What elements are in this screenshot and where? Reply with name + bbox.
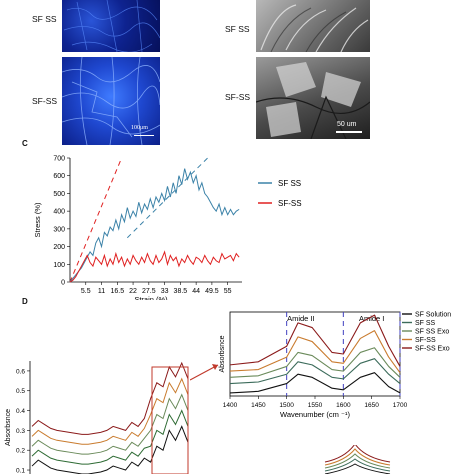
x-axis-label: Strain (%) [134,295,168,300]
y-tick-label: 0 [61,280,65,287]
guide-line-1 [126,157,208,239]
y-tick-label: 100 [53,262,65,269]
sem-image-top [256,0,370,52]
series-line-sf-dash-ss [69,250,240,283]
x-tick-label: 1400 [223,402,238,409]
fragment-line-3 [324,448,391,466]
sem-texture-bottom [256,62,370,139]
x-tick-label: 5.5 [81,288,91,295]
y-tick-label: 500 [53,191,65,198]
x-tick-label: 33 [161,288,169,295]
x-tick-label: 22 [129,288,137,295]
x-tick-label: 38.5 [174,288,188,295]
x-tick-label: 1550 [308,402,323,409]
y-tick-label: 700 [53,156,65,163]
x-axis-label: Wavenumber (cm ⁻¹) [280,410,350,419]
arrow-shaft [190,364,219,381]
fragment-line-4 [324,445,391,463]
fluor-scale-text: 100μm [131,125,148,131]
legend-label: SF SS [415,320,436,327]
x-tick-label: 55 [224,288,232,295]
panel-c-letter: C [22,139,28,148]
x-tick-label: 27.5 [142,288,156,295]
y-axis-label: Stress (%) [33,202,42,238]
panel-a-top-label: SF SS [32,14,57,24]
y-tick-label: 0.1 [16,468,25,474]
ftir-amide-zoom-chart: 1400 1450 1500 1550 1600 1650 1700 Wavenumber (… [190,311,451,419]
zoom-arrow [190,364,219,381]
series-line-sf-ss [69,168,240,283]
arrow-head [212,364,218,370]
annotation-amide-ii: Amide II [287,314,315,323]
x-tick-label: 1650 [364,402,379,409]
y-tick-label: 600 [53,173,65,180]
panel-b-top-label: SF SS [225,24,250,34]
legend-label: SF-SS [415,337,436,344]
fluor-scale-bar [134,135,154,136]
x-tick-label: 1500 [279,402,294,409]
y-tick-label: 0.6 [16,368,25,375]
legend-label: SF SS [278,179,301,188]
fluor-image-top [62,0,160,52]
x-tick-label: 1700 [393,402,408,409]
ftir-full-spectrum-chart: 0.1 0.2 0.3 0.4 0.5 0.6 Absorbsnce [5,361,189,474]
y-tick-label: 400 [53,209,65,216]
panel-b: SF SS SF-SS [220,0,370,150]
x-tick-label: 1450 [251,402,266,409]
sem-scale-text: 50 um [337,121,357,128]
x-tick-label: 49.5 [205,288,219,295]
y-tick-label: 0.4 [16,408,25,415]
fluor-texture-bottom [62,57,160,145]
fragment-line-2 [324,453,391,469]
series-line-0 [229,372,401,394]
stress-strain-chart: 0 100 200 300 400 500 600 700 5.5 11 16.5 22 27.5 33 3… [33,156,302,301]
y-tick-label: 200 [53,244,65,251]
fragment-line-1 [324,458,391,472]
legend-label: SF Solution [415,312,451,319]
legend-label: SF-SS [278,199,302,208]
panel-b-bottom-label: SF-SS [225,92,251,102]
zoom-region-box [151,366,189,474]
y-tick-label: 300 [53,226,65,233]
series-line-3 [31,377,189,445]
y-tick-label: 0.3 [16,428,25,435]
sem-image-bottom: 50 um [256,57,370,139]
y-axis-label: Absorbsnce [5,409,12,446]
fragment-line-0 [324,463,391,474]
legend-label: SF SS Exo [415,329,449,336]
sem-texture-top [260,4,369,52]
series-line-0 [31,425,189,474]
guide-line-0 [69,157,123,283]
legend-label: SF-SS Exo [415,346,450,353]
ftir-bottom-right-fragment [324,445,391,474]
series-line-1 [31,409,189,465]
x-tick-label: 16.5 [110,288,124,295]
panel-a: SF SS 100μm SF-SS [0,0,160,150]
x-tick-label: 1600 [336,402,351,409]
series-line-2 [229,347,401,378]
fluor-texture-top [63,0,160,52]
y-axis-label: Absorbsnce [219,335,226,372]
y-tick-label: 0.5 [16,388,25,395]
sem-scale-bar [336,131,362,133]
series-line-4 [31,361,189,435]
series-line-1 [229,358,401,385]
x-tick-label: 11 [98,288,105,295]
series-line-2 [31,393,189,455]
plot-frame [229,311,401,397]
fluor-image-bottom: 100μm [62,57,160,145]
y-tick-label: 0.2 [16,448,25,455]
annotation-amide-i: Amide I [359,314,384,323]
series-line-3 [229,330,401,373]
x-tick-label: 44 [192,288,200,295]
panel-a-bottom-label: SF-SS [32,96,58,106]
panel-d-letter: D [22,297,28,306]
series-line-4 [229,314,401,367]
